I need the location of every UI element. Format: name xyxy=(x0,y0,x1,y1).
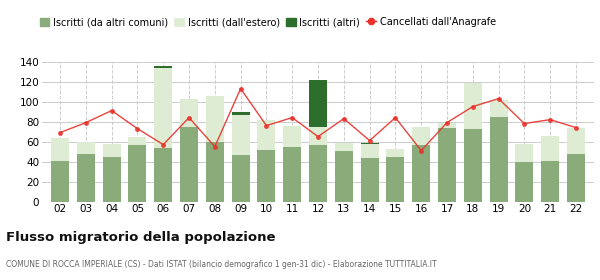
Bar xyxy=(309,144,327,202)
Bar xyxy=(464,129,482,202)
Bar xyxy=(51,137,69,161)
Bar xyxy=(154,66,172,67)
Bar xyxy=(128,144,146,202)
Bar xyxy=(490,100,508,116)
Bar xyxy=(180,99,198,127)
Bar xyxy=(77,154,95,202)
Bar xyxy=(206,142,224,202)
Bar xyxy=(257,150,275,202)
Bar xyxy=(154,148,172,202)
Bar xyxy=(51,161,69,202)
Bar xyxy=(567,154,585,202)
Text: Flusso migratorio della popolazione: Flusso migratorio della popolazione xyxy=(6,231,275,244)
Bar xyxy=(541,136,559,161)
Bar xyxy=(128,137,146,144)
Bar xyxy=(464,83,482,129)
Text: COMUNE DI ROCCA IMPERIALE (CS) - Dati ISTAT (bilancio demografico 1 gen-31 dic) : COMUNE DI ROCCA IMPERIALE (CS) - Dati IS… xyxy=(6,260,437,269)
Bar xyxy=(361,144,379,158)
Bar xyxy=(335,151,353,202)
Bar xyxy=(490,116,508,202)
Bar xyxy=(567,128,585,154)
Bar xyxy=(77,142,95,154)
Bar xyxy=(232,155,250,202)
Bar xyxy=(361,143,379,144)
Bar xyxy=(206,95,224,142)
Bar xyxy=(361,158,379,202)
Bar xyxy=(438,123,456,128)
Bar xyxy=(180,127,198,202)
Legend: Iscritti (da altri comuni), Iscritti (dall'estero), Iscritti (altri), Cancellati: Iscritti (da altri comuni), Iscritti (da… xyxy=(36,13,500,31)
Bar xyxy=(232,115,250,155)
Bar xyxy=(232,112,250,115)
Bar xyxy=(541,161,559,202)
Bar xyxy=(257,120,275,150)
Bar xyxy=(515,162,533,202)
Bar xyxy=(309,80,327,127)
Bar xyxy=(335,143,353,151)
Bar xyxy=(283,126,301,147)
Bar xyxy=(438,128,456,202)
Bar xyxy=(309,127,327,144)
Bar xyxy=(103,144,121,157)
Bar xyxy=(515,144,533,162)
Bar xyxy=(283,147,301,202)
Bar xyxy=(412,144,430,202)
Bar xyxy=(386,157,404,202)
Bar xyxy=(103,157,121,202)
Bar xyxy=(412,127,430,144)
Bar xyxy=(154,67,172,148)
Bar xyxy=(386,149,404,157)
